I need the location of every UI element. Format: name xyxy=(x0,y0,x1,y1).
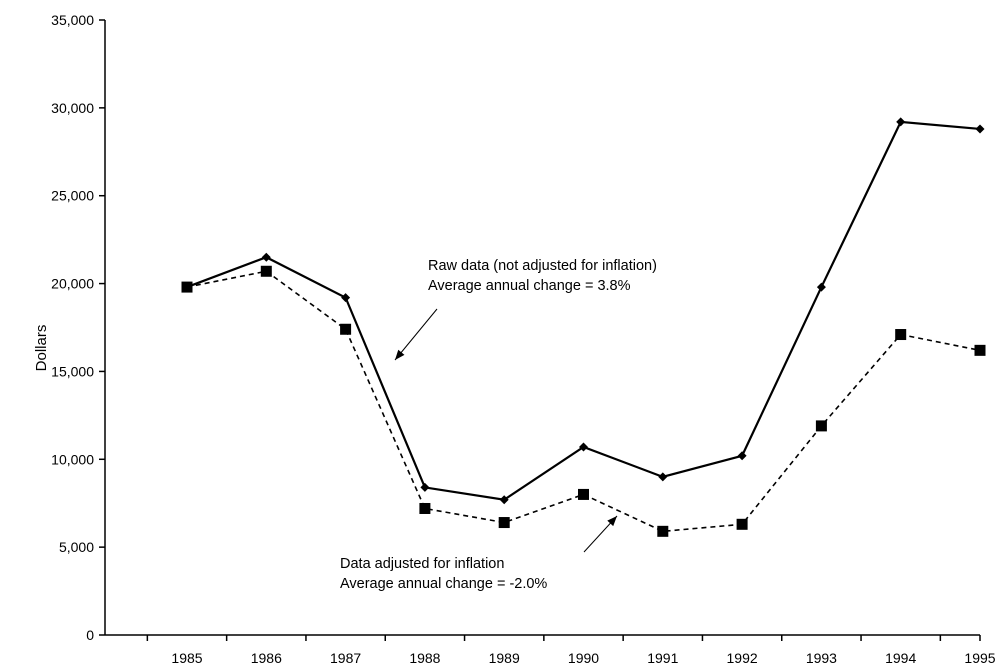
data-point-adjusted xyxy=(340,323,352,335)
x-tick-label: 1995 xyxy=(964,650,995,666)
x-tick-label: 1992 xyxy=(727,650,758,666)
data-point-adjusted xyxy=(657,525,669,537)
data-point-adjusted xyxy=(498,517,510,529)
series xyxy=(181,117,986,537)
data-point-raw xyxy=(975,124,985,134)
annotation-raw-line: Raw data (not adjusted for inflation) xyxy=(428,258,657,274)
data-point-raw xyxy=(420,482,430,492)
y-tick-label: 5,000 xyxy=(59,539,94,555)
data-point-adjusted xyxy=(578,488,589,500)
data-point-raw xyxy=(579,442,588,452)
y-axis-title: Dollars xyxy=(33,325,50,372)
data-point-adjusted xyxy=(260,265,272,277)
data-point-raw xyxy=(816,282,826,292)
annotations: Raw data (not adjusted for inflation) Ave… xyxy=(340,258,657,592)
x-tick-label: 1985 xyxy=(171,650,202,666)
annotation-arrow-raw xyxy=(394,308,438,361)
data-point-raw xyxy=(896,117,906,127)
y-tick-label: 0 xyxy=(86,627,94,643)
annotation-raw-line: Average annual change = 3.8% xyxy=(428,278,631,294)
data-point-adjusted xyxy=(419,502,431,514)
x-tick-label: 1993 xyxy=(806,650,837,666)
annotation-adjusted-line: Average annual change = -2.0% xyxy=(340,576,547,592)
y-tick-label: 10,000 xyxy=(51,451,94,467)
y-tick-label: 20,000 xyxy=(51,276,94,292)
data-point-raw xyxy=(737,451,747,461)
x-tick-label: 1994 xyxy=(885,650,916,666)
y-tick-label: 25,000 xyxy=(51,188,94,204)
x-tick-label: 1990 xyxy=(568,650,599,666)
axes xyxy=(99,19,981,641)
data-point-adjusted xyxy=(181,281,193,293)
annotation-adjusted-line: Data adjusted for inflation xyxy=(340,556,504,572)
data-point-raw xyxy=(341,293,351,303)
series-line-adjusted xyxy=(186,270,981,533)
x-tick-label: 1986 xyxy=(251,650,282,666)
data-point-raw xyxy=(658,472,668,482)
y-tick-label: 15,000 xyxy=(51,363,94,379)
data-point-adjusted xyxy=(736,518,748,530)
data-point-adjusted xyxy=(974,344,986,356)
x-tick-label: 1988 xyxy=(409,650,440,666)
annotation-arrowhead-raw xyxy=(395,349,405,360)
y-tick-label: 35,000 xyxy=(51,12,94,28)
data-point-adjusted xyxy=(815,420,827,432)
tick-labels: 0 5,000 10,000 15,000 20,000 25,000 30,000 35,0… xyxy=(51,12,996,666)
data-point-raw xyxy=(261,252,271,262)
data-point-raw xyxy=(499,495,509,505)
y-tick-label: 30,000 xyxy=(51,100,94,116)
x-tick-label: 1991 xyxy=(647,650,678,666)
data-point-adjusted xyxy=(895,329,907,341)
annotation-arrowhead-adjusted xyxy=(607,516,617,527)
x-tick-label: 1987 xyxy=(330,650,361,666)
x-tick-label: 1989 xyxy=(489,650,520,666)
